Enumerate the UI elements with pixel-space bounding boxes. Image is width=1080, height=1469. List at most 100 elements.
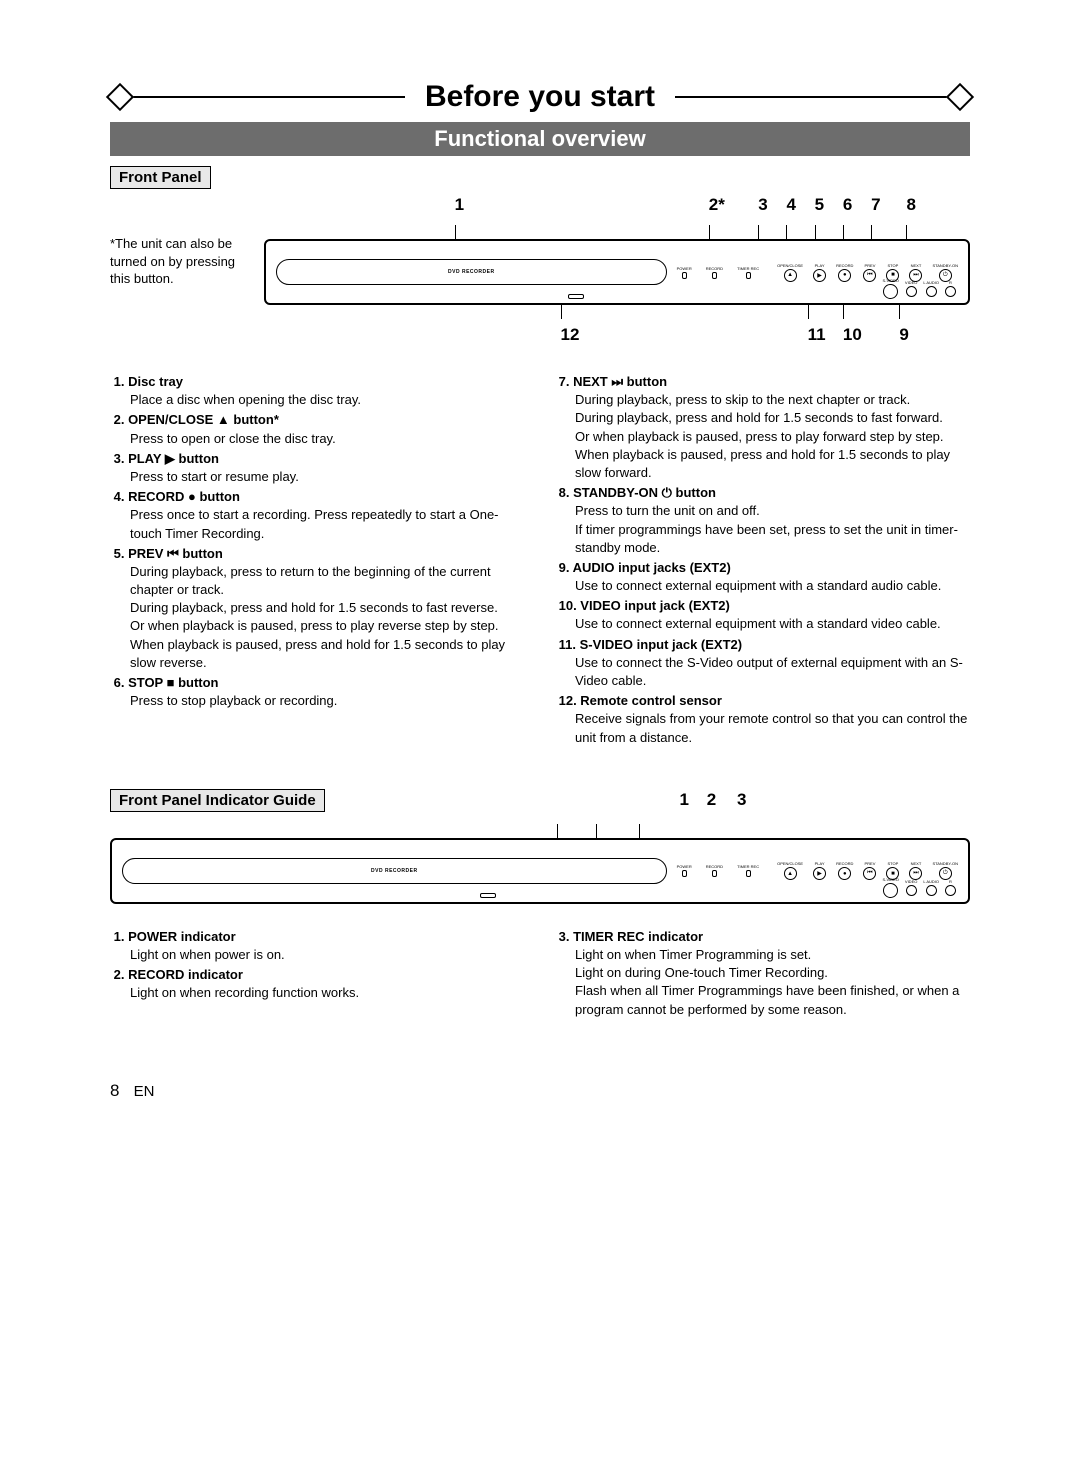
callout-number: 2 bbox=[707, 790, 716, 810]
items-columns-2: 1. POWER indicatorLight on when power is… bbox=[110, 928, 970, 1021]
button-label: PREV bbox=[864, 861, 875, 866]
callout-number: 5 bbox=[815, 195, 824, 215]
indicator-label: RECORD bbox=[706, 266, 723, 271]
jack-icon bbox=[906, 885, 917, 896]
item-desc: Light on when power is on. bbox=[110, 946, 525, 964]
indicator: RECORD bbox=[706, 864, 723, 877]
led-icon bbox=[746, 272, 751, 279]
item-title: 7. NEXT ⏭ button bbox=[555, 373, 970, 391]
section-label-indicator-guide: Front Panel Indicator Guide bbox=[110, 789, 325, 812]
item-title: 2. RECORD indicator bbox=[110, 966, 525, 984]
jack-label: L AUDIO bbox=[923, 280, 939, 285]
jack-icon bbox=[883, 883, 898, 898]
items-columns-1: 1. Disc trayPlace a disc when opening th… bbox=[110, 373, 970, 749]
list-item: 6. STOP ■ buttonPress to stop playback o… bbox=[110, 674, 525, 710]
item-title: 9. AUDIO input jacks (EXT2) bbox=[555, 559, 970, 577]
indicator-group: POWER RECORD TIMER REC bbox=[677, 266, 759, 279]
item-desc: Receive signals from your remote control… bbox=[555, 710, 970, 746]
list-item: 3. TIMER REC indicatorLight on when Time… bbox=[555, 928, 970, 1019]
list-item: 8. STANDBY-ON ⏻ buttonPress to turn the … bbox=[555, 484, 970, 557]
callout-tick bbox=[871, 225, 872, 239]
jack-icon bbox=[926, 286, 937, 297]
callouts-top: 12*345678 bbox=[264, 195, 970, 219]
button-label: RECORD bbox=[836, 861, 853, 866]
button-label: RECORD bbox=[836, 263, 853, 268]
callout-number: 8 bbox=[906, 195, 915, 215]
item-title: 4. RECORD ● button bbox=[110, 488, 525, 506]
panel-button: PREV⏮ bbox=[863, 263, 876, 282]
list-item: 11. S-VIDEO input jack (EXT2)Use to conn… bbox=[555, 636, 970, 691]
panel-button: OPEN/CLOSE▲ bbox=[777, 263, 803, 282]
button-label: OPEN/CLOSE bbox=[777, 263, 803, 268]
title-line bbox=[675, 96, 950, 98]
jack-icon bbox=[926, 885, 937, 896]
item-title: 3. TIMER REC indicator bbox=[555, 928, 970, 946]
disc-tray-2: DVD RECORDER bbox=[122, 858, 667, 884]
indicator-label: POWER bbox=[677, 864, 692, 869]
item-desc: Light on when Timer Programming is set.L… bbox=[555, 946, 970, 1019]
item-title: 10. VIDEO input jack (EXT2) bbox=[555, 597, 970, 615]
jack: S-VIDEO bbox=[882, 278, 898, 299]
jack-label: VIDEO bbox=[905, 879, 917, 884]
callout-number: 6 bbox=[843, 195, 852, 215]
turn-on-note: *The unit can also be turned on by press… bbox=[110, 195, 250, 288]
jack: S-VIDEO bbox=[882, 877, 898, 898]
jack: L AUDIO bbox=[923, 280, 939, 297]
button-icon: ⏮ bbox=[863, 269, 876, 282]
list-item: 7. NEXT ⏭ buttonDuring playback, press t… bbox=[555, 373, 970, 482]
jack-icon bbox=[945, 286, 956, 297]
jack-label: L AUDIO bbox=[923, 879, 939, 884]
item-title: 3. PLAY ▶ button bbox=[110, 450, 525, 468]
button-icon: ▲ bbox=[784, 867, 797, 880]
items-col-left-2: 1. POWER indicatorLight on when power is… bbox=[110, 928, 525, 1021]
title-bar: Before you start bbox=[110, 80, 970, 114]
section-label-front-panel: Front Panel bbox=[110, 166, 211, 189]
diamond-left-icon bbox=[106, 83, 134, 111]
indicator: TIMER REC bbox=[737, 864, 759, 877]
ticks-top-2 bbox=[110, 824, 970, 838]
callouts-bottom: 1211109 bbox=[264, 325, 970, 349]
button-label: STANDBY-ON bbox=[932, 861, 958, 866]
callout-tick bbox=[899, 305, 900, 319]
indicator-label: POWER bbox=[677, 266, 692, 271]
callout-tick bbox=[843, 305, 844, 319]
item-title: 2. OPEN/CLOSE ▲ button* bbox=[110, 411, 525, 429]
jack: L AUDIO bbox=[923, 879, 939, 896]
item-title: 6. STOP ■ button bbox=[110, 674, 525, 692]
page-number: 8 EN bbox=[110, 1081, 970, 1101]
jack: R bbox=[945, 280, 956, 297]
callout-number: 1 bbox=[455, 195, 464, 215]
items-col-left: 1. Disc trayPlace a disc when opening th… bbox=[110, 373, 525, 749]
led-icon bbox=[712, 870, 717, 877]
jack-icon bbox=[906, 286, 917, 297]
callout-number: 4 bbox=[786, 195, 795, 215]
item-title: 5. PREV ⏮ button bbox=[110, 545, 525, 563]
panel-button: RECORD● bbox=[836, 861, 853, 880]
button-icon: ● bbox=[838, 269, 851, 282]
list-item: 2. OPEN/CLOSE ▲ button*Press to open or … bbox=[110, 411, 525, 447]
callouts-top-2: 123 bbox=[365, 790, 970, 812]
indicator-label: TIMER REC bbox=[737, 266, 759, 271]
page-lang: EN bbox=[134, 1083, 155, 1100]
item-title: 12. Remote control sensor bbox=[555, 692, 970, 710]
front-panel-row: *The unit can also be turned on by press… bbox=[110, 195, 970, 349]
list-item: 4. RECORD ● buttonPress once to start a … bbox=[110, 488, 525, 543]
items-col-right: 7. NEXT ⏭ buttonDuring playback, press t… bbox=[555, 373, 970, 749]
callout-tick bbox=[557, 824, 558, 838]
remote-sensor-icon-2 bbox=[480, 893, 496, 898]
callout-tick bbox=[758, 225, 759, 239]
callout-number: 3 bbox=[737, 790, 746, 810]
jack-group: S-VIDEOVIDEOL AUDIOR bbox=[882, 278, 956, 299]
callout-tick bbox=[808, 305, 809, 319]
led-icon bbox=[746, 870, 751, 877]
callout-number: 11 bbox=[808, 325, 826, 345]
item-desc: Press to turn the unit on and off.If tim… bbox=[555, 502, 970, 557]
indicator: TIMER REC bbox=[737, 266, 759, 279]
ticks-top bbox=[264, 225, 970, 239]
callout-number: 12 bbox=[561, 325, 580, 345]
indicator: RECORD bbox=[706, 266, 723, 279]
item-desc: Press to start or resume play. bbox=[110, 468, 525, 486]
callout-tick bbox=[455, 225, 456, 239]
callout-number: 2* bbox=[709, 195, 725, 215]
page-title: Before you start bbox=[405, 80, 675, 114]
